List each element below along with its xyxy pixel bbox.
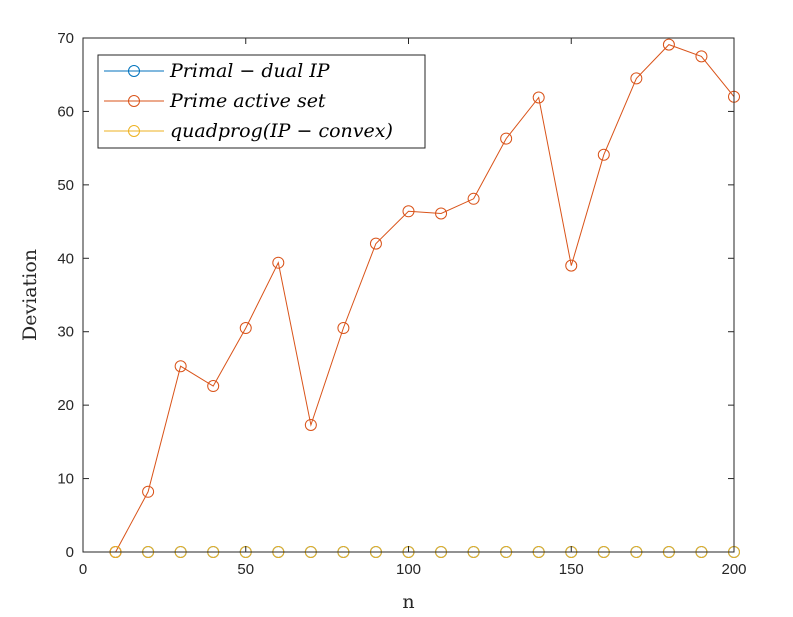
data-point xyxy=(435,207,448,220)
data-point xyxy=(532,91,545,104)
data-point xyxy=(142,485,155,498)
legend-label: Primal − dual IP xyxy=(169,60,331,82)
legend: Primal − dual IP Prime active set quadprog… xyxy=(97,54,426,149)
data-point xyxy=(174,360,187,373)
y-tick-label: 70 xyxy=(57,30,74,47)
y-tick-label: 50 xyxy=(57,177,74,194)
y-tick-label: 30 xyxy=(57,324,74,341)
data-point xyxy=(402,205,415,218)
legend-marker xyxy=(128,65,140,77)
legend-entry: Primal − dual IP xyxy=(104,60,331,82)
x-tick-label: 0 xyxy=(79,561,87,578)
y-tick-label: 60 xyxy=(57,103,74,120)
data-point xyxy=(500,132,513,145)
data-point xyxy=(207,380,220,393)
y-axis-label: Deviation xyxy=(19,249,41,341)
legend-label: Prime active set xyxy=(169,90,326,112)
data-point xyxy=(304,418,317,431)
y-tick-label: 20 xyxy=(57,397,74,414)
data-point xyxy=(565,259,578,272)
data-point xyxy=(695,50,708,63)
series-line-2 xyxy=(115,44,735,553)
data-point xyxy=(630,72,643,85)
y-tick-label: 0 xyxy=(66,544,74,561)
series-2 xyxy=(109,38,740,558)
data-point xyxy=(369,237,382,250)
data-point xyxy=(239,322,252,335)
y-tick-label: 40 xyxy=(57,250,74,267)
legend-entry: quadprog(IP − convex) xyxy=(104,120,393,142)
x-tick-label: 50 xyxy=(237,561,254,578)
x-axis-label: n xyxy=(402,591,414,613)
x-tick-label: 100 xyxy=(396,561,421,578)
x-tick-label: 200 xyxy=(721,561,746,578)
data-point xyxy=(272,256,285,269)
data-point xyxy=(467,192,480,205)
legend-marker xyxy=(128,95,140,107)
legend-label: quadprog(IP − convex) xyxy=(170,120,393,142)
data-point xyxy=(662,38,675,51)
y-tick-label: 10 xyxy=(57,471,74,488)
ticks-layer: 0 50 100 150 200 0 10 20 30 40 50 60 70 xyxy=(57,30,746,578)
x-tick-label: 150 xyxy=(559,561,584,578)
legend-entry: Prime active set xyxy=(104,90,326,112)
legend-marker xyxy=(128,125,140,137)
data-point xyxy=(337,322,350,335)
data-point xyxy=(597,148,610,161)
